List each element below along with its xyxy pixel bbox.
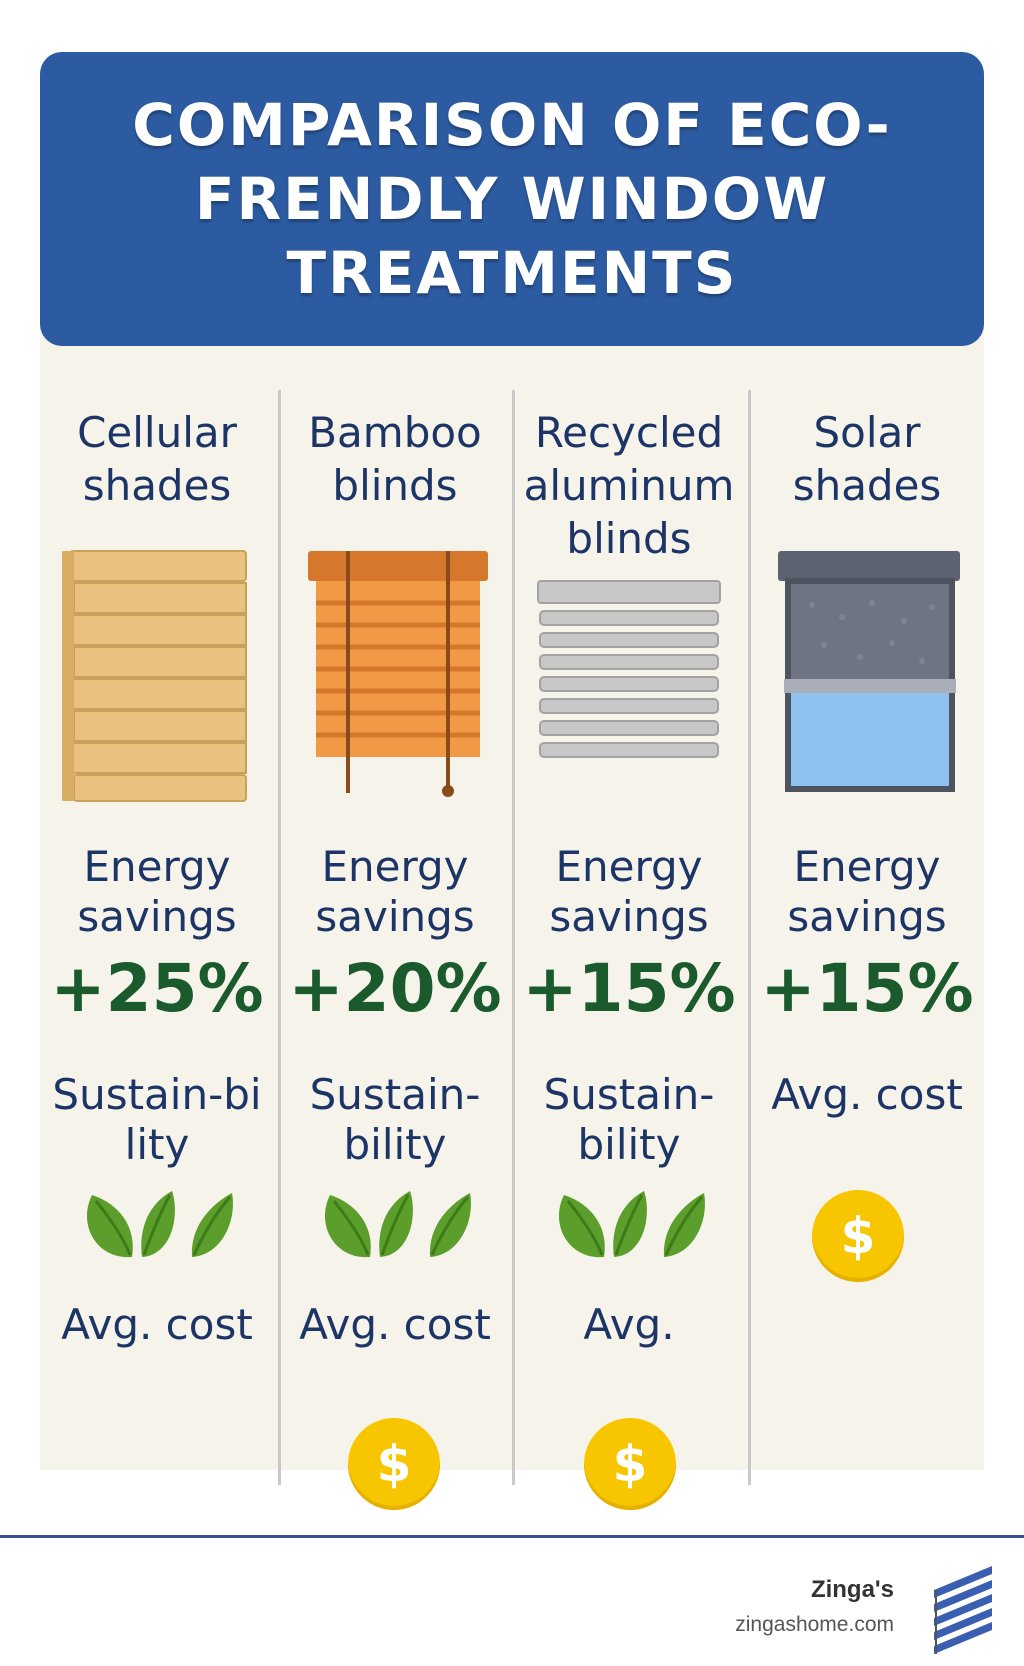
leaf-icon	[514, 1185, 744, 1265]
sustainability-label: Sustain-bi lity	[52, 1070, 262, 1169]
energy-savings-value: +15%	[522, 950, 736, 1027]
title-banner: COMPARISON OF ECO-FRENDLY WINDOW TREATME…	[40, 52, 984, 346]
product-name: Bamboo blinds	[308, 408, 482, 510]
footer-divider	[0, 1535, 1024, 1538]
column-bamboo-blinds: Bamboo blinds Energy savings +20% Sustai…	[280, 400, 510, 1510]
energy-savings-label: Energy savings	[787, 842, 947, 941]
avg-cost-label: Avg. cost	[299, 1300, 491, 1349]
energy-savings-value: +20%	[288, 950, 502, 1027]
energy-savings-value: +25%	[50, 950, 264, 1027]
product-name: Recycled aluminum blinds	[523, 408, 735, 563]
avg-cost-label: Avg. cost	[61, 1300, 253, 1349]
product-name: Solar shades	[792, 408, 942, 510]
aluminum-blind-icon	[514, 545, 744, 805]
brand-block: Zinga's zingashome.com	[735, 1575, 894, 1645]
column-cellular-shades: Cellular shades Energy savings +25% Sust…	[42, 400, 272, 1500]
blinds-logo-icon	[930, 1560, 996, 1656]
energy-savings-value: +15%	[760, 950, 974, 1027]
sustainability-label: Sustain-bility	[543, 1070, 715, 1169]
bamboo-blind-icon	[280, 545, 510, 805]
column-recycled-aluminum-blinds: Recycled aluminum blinds Energy savings …	[514, 400, 744, 1510]
dollar-coin-icon: $	[584, 1418, 676, 1510]
avg-cost-label: Avg. cost	[771, 1070, 963, 1119]
energy-savings-label: Energy savings	[549, 842, 709, 941]
avg-cost-label: Avg.	[583, 1300, 675, 1349]
column-divider	[278, 390, 281, 1485]
product-name: Cellular shades	[77, 408, 237, 510]
energy-savings-label: Energy savings	[77, 842, 237, 941]
sustainability-label: Sustain-bility	[309, 1070, 481, 1169]
column-divider	[748, 390, 751, 1485]
solar-shade-icon	[752, 545, 982, 805]
brand-name: Zinga's	[810, 1576, 894, 1603]
leaf-icon	[42, 1185, 272, 1265]
column-solar-shades: Solar shades Energy savings +15% Avg. co…	[752, 400, 982, 1500]
dollar-coin-icon: $	[812, 1190, 904, 1282]
dollar-coin-icon: $	[348, 1418, 440, 1510]
leaf-icon	[280, 1185, 510, 1265]
energy-savings-label: Energy savings	[315, 842, 475, 941]
brand-url: zingashome.com	[735, 1613, 894, 1636]
page-title: COMPARISON OF ECO-FRENDLY WINDOW TREATME…	[132, 91, 892, 307]
column-divider	[512, 390, 515, 1485]
cellular-shade-icon	[42, 545, 272, 805]
